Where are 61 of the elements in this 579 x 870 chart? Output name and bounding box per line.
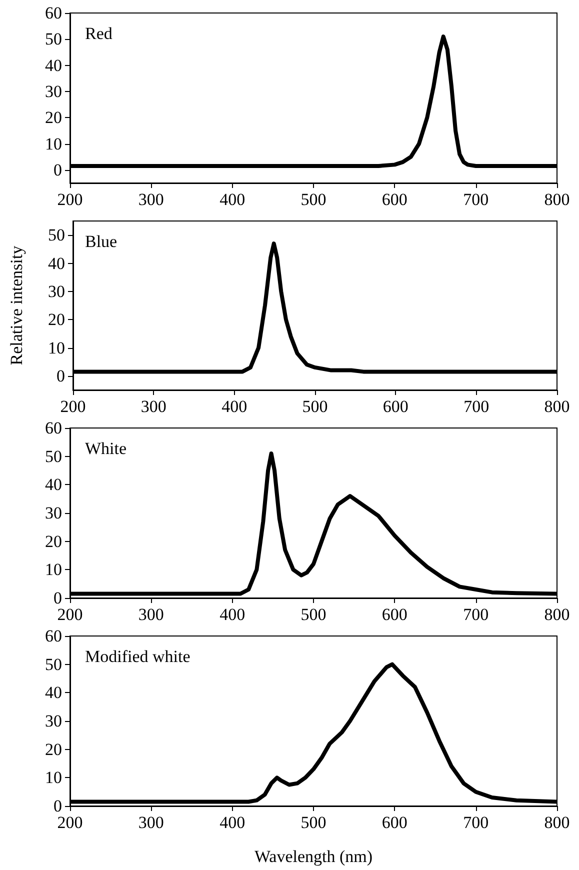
y-tick-label: 50 xyxy=(45,30,62,49)
text: Red xyxy=(85,24,113,43)
y-tick-label: 10 xyxy=(45,560,62,580)
text: Modified white xyxy=(85,647,190,666)
text: Blue xyxy=(85,232,118,251)
x-tick-label: 600 xyxy=(382,605,408,624)
y-tick-label: 50 xyxy=(45,446,62,466)
y-tick-label: 60 xyxy=(45,4,62,22)
y-tick-label: 30 xyxy=(45,504,62,522)
x-tick-label: 200 xyxy=(57,190,83,209)
x-tick-label: 600 xyxy=(382,397,408,416)
x-tick-label: 500 xyxy=(300,605,326,624)
x-tick-label: 400 xyxy=(220,605,246,624)
x-tick-label: 800 xyxy=(544,605,570,624)
x-tick-label: 400 xyxy=(220,813,246,832)
x-tick-label: 200 xyxy=(57,605,83,624)
x-tick-label: 700 xyxy=(463,190,489,209)
y-tick-label: 60 xyxy=(45,418,62,438)
x-tick-label: 400 xyxy=(220,190,246,209)
x-tick-label: 300 xyxy=(140,397,166,416)
x-tick-label: 800 xyxy=(544,190,570,209)
y-tick-label: 0 xyxy=(54,796,62,816)
y-tick-label: 30 xyxy=(45,82,62,101)
x-tick-label: 600 xyxy=(382,813,408,832)
x-tick-label: 700 xyxy=(463,605,489,624)
x-tick-label: 600 xyxy=(382,190,408,209)
y-tick-label: 20 xyxy=(45,532,62,551)
text: White xyxy=(85,439,127,458)
y-tick-label: 30 xyxy=(48,282,65,301)
x-tick-label: 500 xyxy=(300,190,326,209)
y-tick-label: 40 xyxy=(48,254,65,273)
y-tick-label: 40 xyxy=(45,475,62,494)
y-tick-label: 40 xyxy=(45,683,62,702)
x-tick-label: 300 xyxy=(138,190,164,209)
y-tick-label: 50 xyxy=(48,226,65,245)
y-tick-label: 0 xyxy=(56,366,65,386)
x-tick-label: 200 xyxy=(60,397,86,416)
x-tick-label: 700 xyxy=(463,813,489,832)
x-tick-label: 800 xyxy=(544,397,570,416)
x-tick-label: 500 xyxy=(300,813,326,832)
y-tick-label: 40 xyxy=(45,56,62,75)
y-axis-title: Relative intensity xyxy=(7,245,26,366)
y-tick-label: 20 xyxy=(45,108,62,128)
y-tick-label: 30 xyxy=(45,712,62,730)
x-tick-label: 500 xyxy=(302,397,328,416)
y-tick-label: 20 xyxy=(45,740,62,759)
y-tick-label: 10 xyxy=(48,338,65,358)
x-tick-label: 700 xyxy=(464,397,490,416)
y-tick-label: 50 xyxy=(45,654,62,674)
y-tick-label: 0 xyxy=(54,160,62,180)
y-tick-label: 10 xyxy=(45,134,62,154)
x-tick-label: 200 xyxy=(57,813,83,832)
y-tick-label: 20 xyxy=(48,310,65,330)
x-tick-label: 800 xyxy=(544,813,570,832)
y-tick-label: 60 xyxy=(45,626,62,646)
x-tick-label: 300 xyxy=(138,813,164,832)
y-tick-label: 0 xyxy=(54,588,62,608)
x-tick-label: 400 xyxy=(222,397,248,416)
x-tick-label: 300 xyxy=(138,605,164,624)
x-axis-title: Wavelength (nm) xyxy=(254,847,373,866)
y-tick-label: 10 xyxy=(45,768,62,788)
